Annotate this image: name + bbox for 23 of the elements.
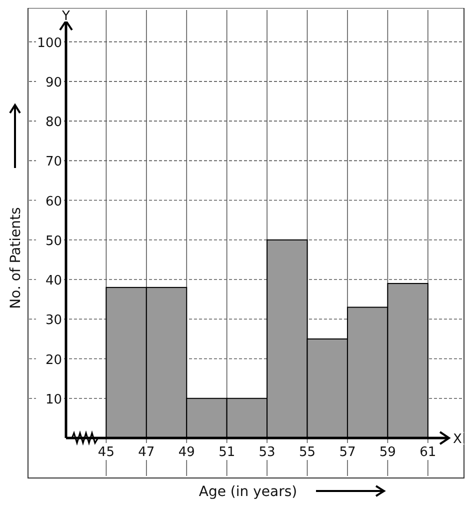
x-tick-label: 47 (138, 445, 155, 460)
annotation: Y (61, 9, 70, 24)
y-tick-label: 40 (45, 274, 62, 289)
x-tick-label: 49 (178, 445, 195, 460)
y-tick-label: 80 (45, 115, 62, 130)
y-tick-label: 10 (45, 392, 62, 408)
x-tick-label: 51 (218, 445, 236, 460)
x-axis-title: Age (in years) (198, 484, 298, 500)
y-tick-label: 50 (45, 234, 62, 249)
x-tick-label: 61 (420, 445, 436, 460)
y-tick-label: 100 (37, 36, 62, 51)
y-tick-label: 30 (45, 313, 62, 328)
y-tick-label: 90 (45, 75, 62, 90)
x-tick-label: 55 (298, 445, 316, 460)
x-tick-label: 57 (339, 445, 356, 460)
x-tick-label: 59 (379, 445, 396, 460)
y-tick-label: 20 (45, 352, 62, 368)
y-tick-label: 60 (45, 194, 62, 210)
x-tick-label: 45 (98, 445, 114, 460)
x-tick-label: 53 (258, 445, 276, 460)
y-axis-title: No. of Patients (8, 207, 24, 309)
text: X (453, 432, 462, 447)
y-tick-label: 70 (45, 154, 62, 170)
